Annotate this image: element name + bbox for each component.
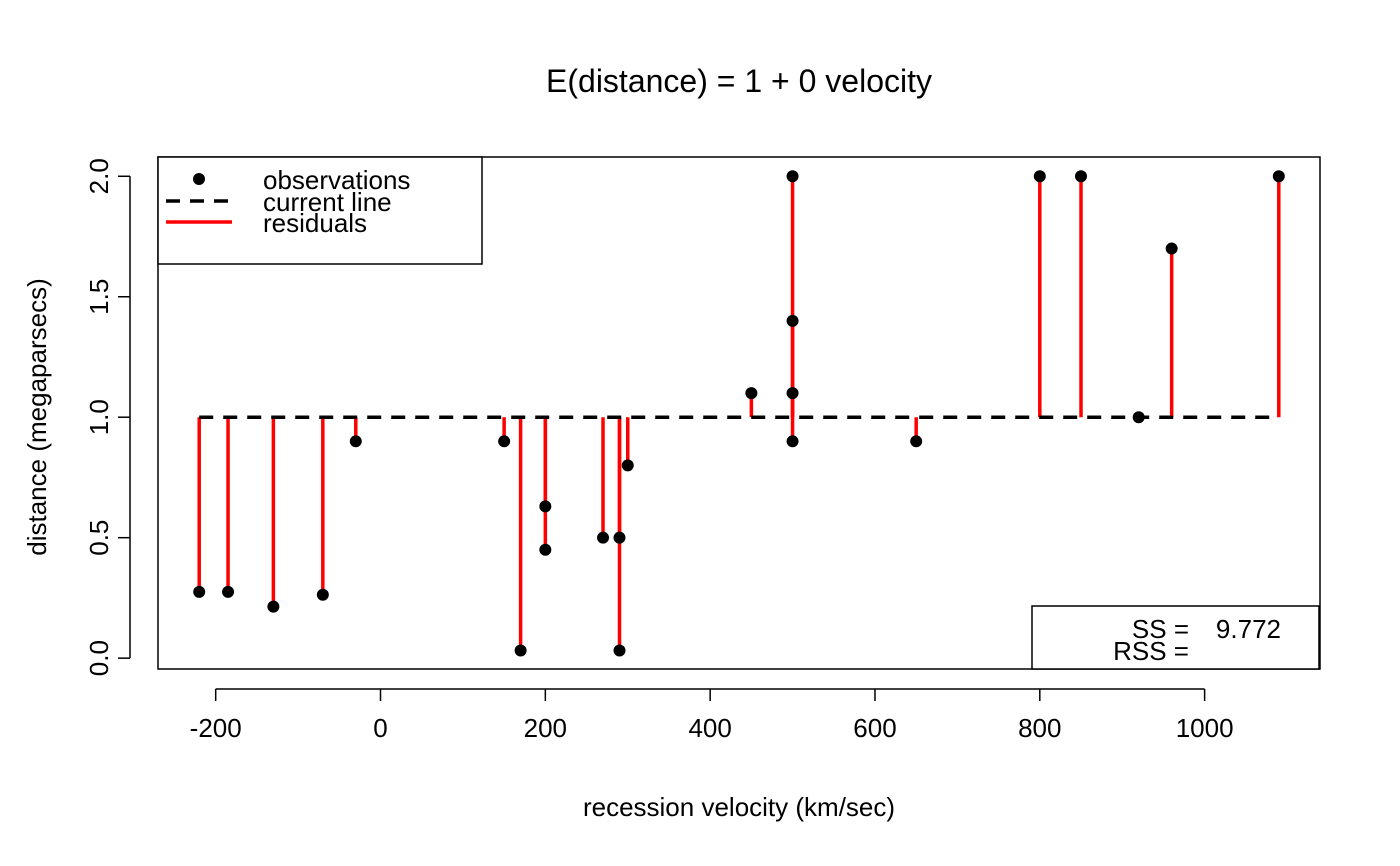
ss-label: SS = bbox=[1132, 614, 1189, 644]
observation-point bbox=[539, 543, 552, 556]
legend-point-symbol bbox=[193, 173, 205, 185]
legend-box bbox=[157, 156, 483, 265]
observation-point bbox=[613, 531, 626, 544]
legend-label-observations: observations bbox=[263, 165, 410, 195]
legend: observations current line residuals bbox=[157, 156, 483, 265]
stats-box-frame bbox=[1031, 605, 1320, 670]
x-tick-label: 600 bbox=[853, 713, 896, 743]
rss-label: RSS = bbox=[1113, 636, 1189, 666]
observation-point bbox=[910, 435, 923, 448]
axes: -200 0 200 400 600 800 1000 0.0 0.5 1.0 1.5 2.0 bbox=[84, 158, 1234, 743]
y-tick-label: 0.5 bbox=[84, 520, 114, 556]
observation-point bbox=[597, 531, 610, 544]
observation-point bbox=[267, 600, 280, 613]
legend-label-current-line: current line bbox=[263, 187, 392, 217]
observation-points bbox=[193, 170, 1285, 657]
y-axis-label: distance (megaparsecs) bbox=[22, 278, 52, 555]
x-tick-label: 800 bbox=[1018, 713, 1061, 743]
observation-point bbox=[1132, 411, 1145, 424]
observation-point bbox=[1033, 170, 1046, 183]
observation-point bbox=[786, 435, 799, 448]
observation-point bbox=[514, 644, 527, 657]
observation-point bbox=[316, 588, 329, 601]
legend-label-residuals: residuals bbox=[263, 208, 367, 238]
residual-lines bbox=[197, 176, 1281, 651]
observation-point bbox=[539, 500, 552, 513]
observation-point bbox=[1272, 170, 1285, 183]
x-tick-label: 400 bbox=[688, 713, 731, 743]
y-tick-label: 1.5 bbox=[84, 279, 114, 315]
observation-point bbox=[786, 387, 799, 400]
observation-point bbox=[786, 170, 799, 183]
observation-point bbox=[745, 387, 758, 400]
ss-value: 9.772 bbox=[1216, 614, 1281, 644]
chart-title: E(distance) = 1 + 0 velocity bbox=[546, 63, 932, 99]
observation-point bbox=[498, 435, 511, 448]
observation-point bbox=[1165, 242, 1178, 255]
observation-point bbox=[786, 314, 799, 327]
observation-point bbox=[621, 459, 634, 472]
stats-box: SS = 9.772 RSS = bbox=[1031, 605, 1320, 670]
observation-point bbox=[613, 644, 626, 657]
y-tick-label: 1.0 bbox=[84, 399, 114, 435]
observation-point bbox=[1075, 170, 1088, 183]
observation-point bbox=[193, 585, 206, 598]
plot-frame bbox=[157, 156, 1321, 670]
x-tick-label: 1000 bbox=[1176, 713, 1234, 743]
observation-point bbox=[222, 585, 235, 598]
observation-point bbox=[349, 435, 362, 448]
y-tick-label: 0.0 bbox=[84, 640, 114, 676]
x-tick-label: 0 bbox=[373, 713, 387, 743]
x-tick-label: -200 bbox=[190, 713, 242, 743]
x-axis-label: recession velocity (km/sec) bbox=[583, 792, 895, 822]
x-tick-label: 200 bbox=[524, 713, 567, 743]
y-tick-label: 2.0 bbox=[84, 158, 114, 194]
